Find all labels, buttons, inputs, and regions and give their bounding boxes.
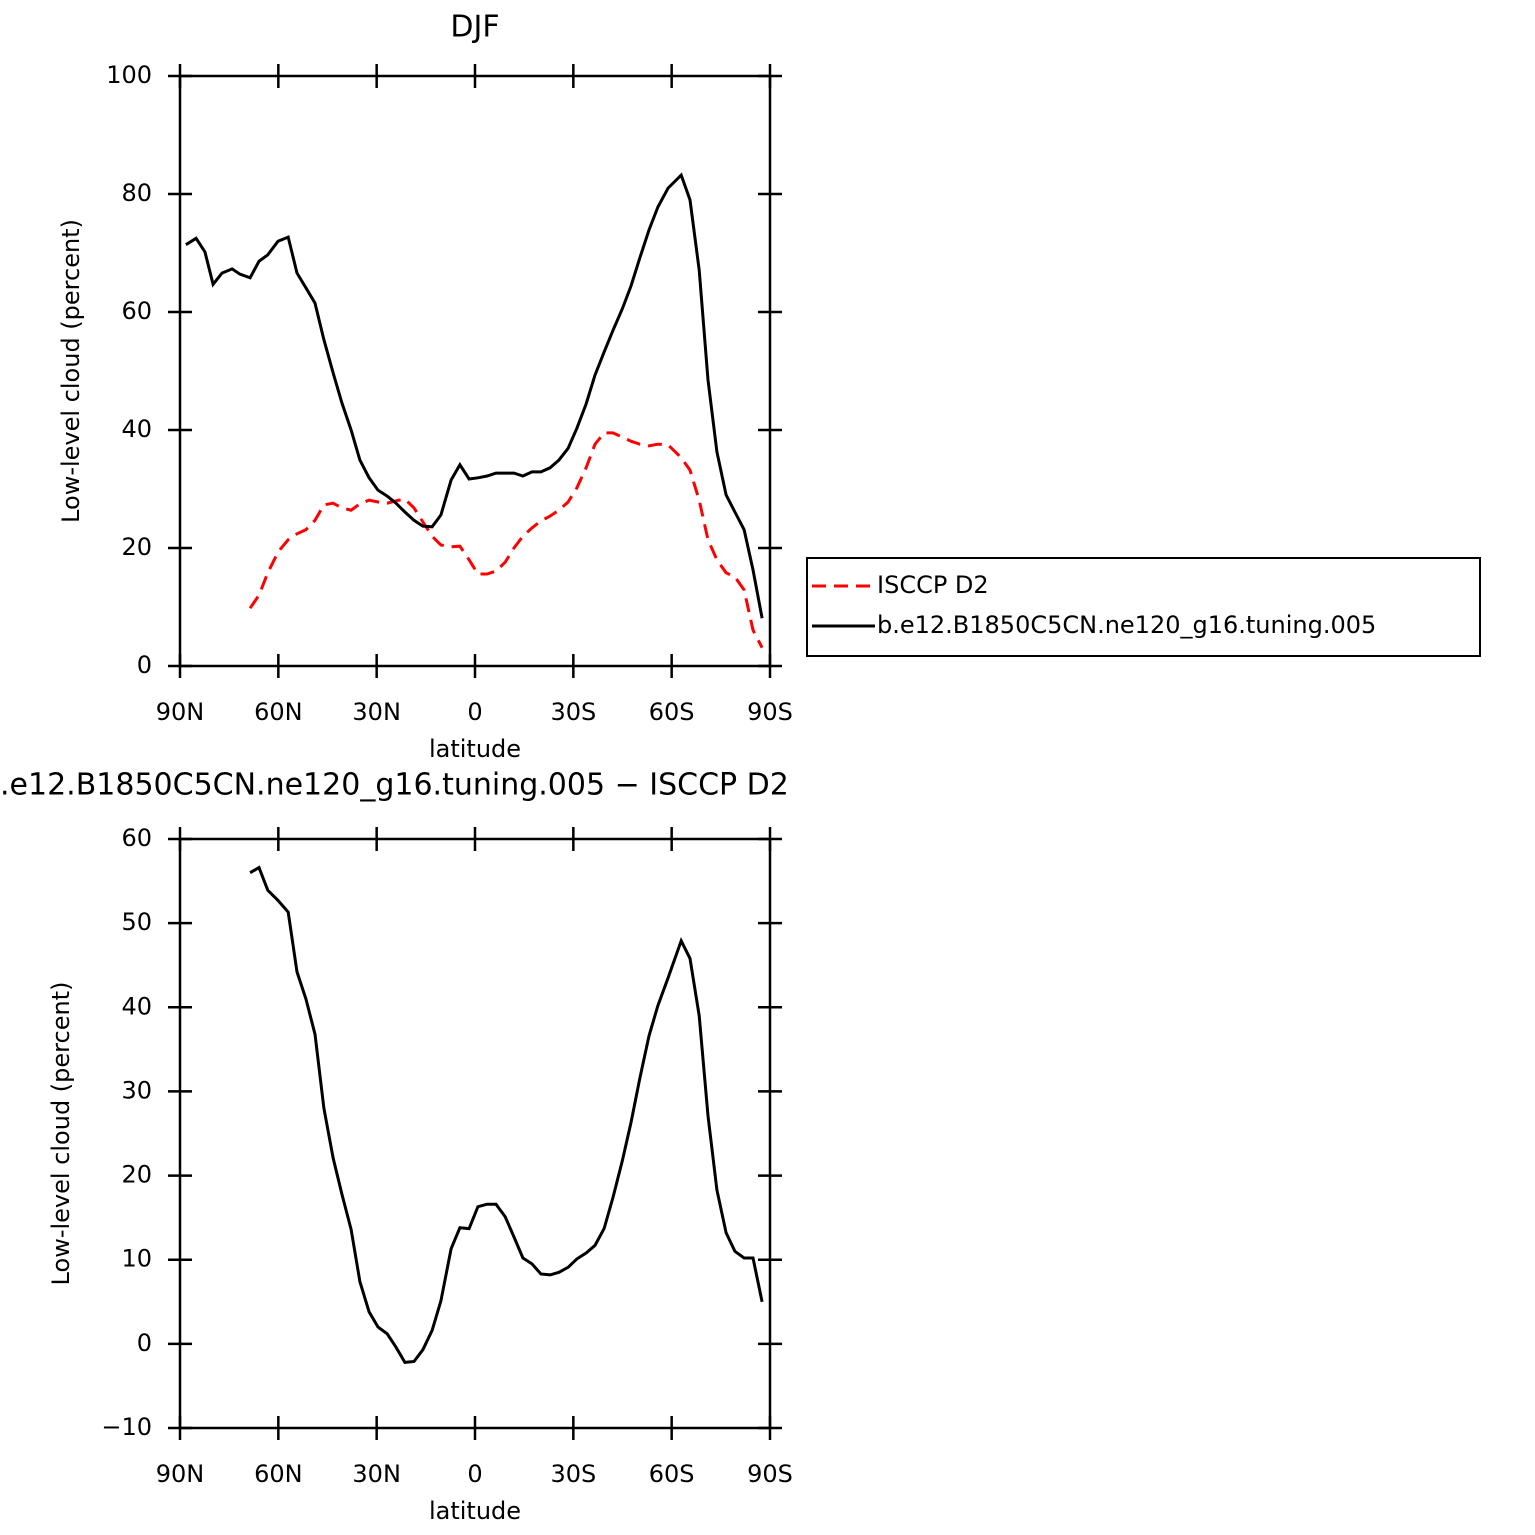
y-tick-label: 40 (121, 992, 152, 1020)
x-tick-label: 60S (649, 698, 695, 726)
data-line (249, 865, 764, 1364)
y-tick-label: −10 (101, 1413, 152, 1441)
plot-frame (178, 837, 772, 1430)
y-tick-label: 60 (121, 824, 152, 852)
y-tick-label: 30 (121, 1076, 152, 1104)
x-tick-label: 30N (352, 1460, 401, 1488)
y-tick-label: 100 (106, 61, 152, 89)
x-tick-label: 90S (747, 1460, 793, 1488)
y-tick-label: 50 (121, 908, 152, 936)
y-tick-label: 10 (121, 1245, 152, 1273)
x-tick-label: 30S (550, 698, 596, 726)
chart-title: .e12.B1850C5CN.ne120_g16.tuning.005 − IS… (0, 768, 789, 803)
legend-label: b.e12.B1850C5CN.ne120_g16.tuning.005 (877, 611, 1376, 639)
x-tick-label: 30S (550, 1460, 596, 1488)
x-tick-label: 60N (254, 698, 303, 726)
y-axis-label: Low-level cloud (percent) (57, 219, 85, 523)
y-tick-label: 80 (121, 179, 152, 207)
x-tick-label: 60S (649, 1460, 695, 1488)
x-axis-label: latitude (429, 735, 521, 763)
x-tick-label: 90N (156, 1460, 205, 1488)
y-tick-label: 0 (137, 651, 152, 679)
x-tick-label: 90S (747, 698, 793, 726)
legend-label: ISCCP D2 (877, 571, 989, 599)
x-tick-label: 0 (467, 1460, 482, 1488)
y-tick-label: 40 (121, 415, 152, 443)
legend-box (806, 557, 1481, 657)
x-tick-label: 90N (156, 698, 205, 726)
y-tick-label: 20 (121, 533, 152, 561)
x-tick-label: 30N (352, 698, 401, 726)
y-tick-label: 60 (121, 297, 152, 325)
x-tick-label: 0 (467, 698, 482, 726)
x-axis-label: latitude (429, 1497, 521, 1525)
data-line (248, 431, 764, 649)
y-axis-label: Low-level cloud (percent) (47, 982, 75, 1286)
data-line (185, 172, 764, 619)
chart-title: DJF (450, 10, 499, 45)
y-tick-label: 0 (137, 1329, 152, 1357)
x-tick-label: 60N (254, 1460, 303, 1488)
y-tick-label: 20 (121, 1161, 152, 1189)
plot-frame (178, 74, 772, 668)
